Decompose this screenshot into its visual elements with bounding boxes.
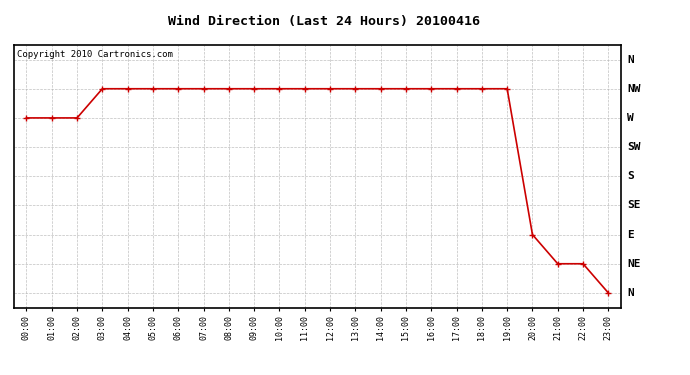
Text: SE: SE: [627, 200, 640, 210]
Text: Wind Direction (Last 24 Hours) 20100416: Wind Direction (Last 24 Hours) 20100416: [168, 15, 480, 28]
Text: N: N: [627, 288, 634, 298]
Text: E: E: [627, 230, 634, 240]
Text: N: N: [627, 55, 634, 64]
Text: S: S: [627, 171, 634, 181]
Text: Copyright 2010 Cartronics.com: Copyright 2010 Cartronics.com: [17, 50, 172, 59]
Text: SW: SW: [627, 142, 640, 152]
Text: NE: NE: [627, 259, 640, 269]
Text: NW: NW: [627, 84, 640, 94]
Text: W: W: [627, 113, 634, 123]
